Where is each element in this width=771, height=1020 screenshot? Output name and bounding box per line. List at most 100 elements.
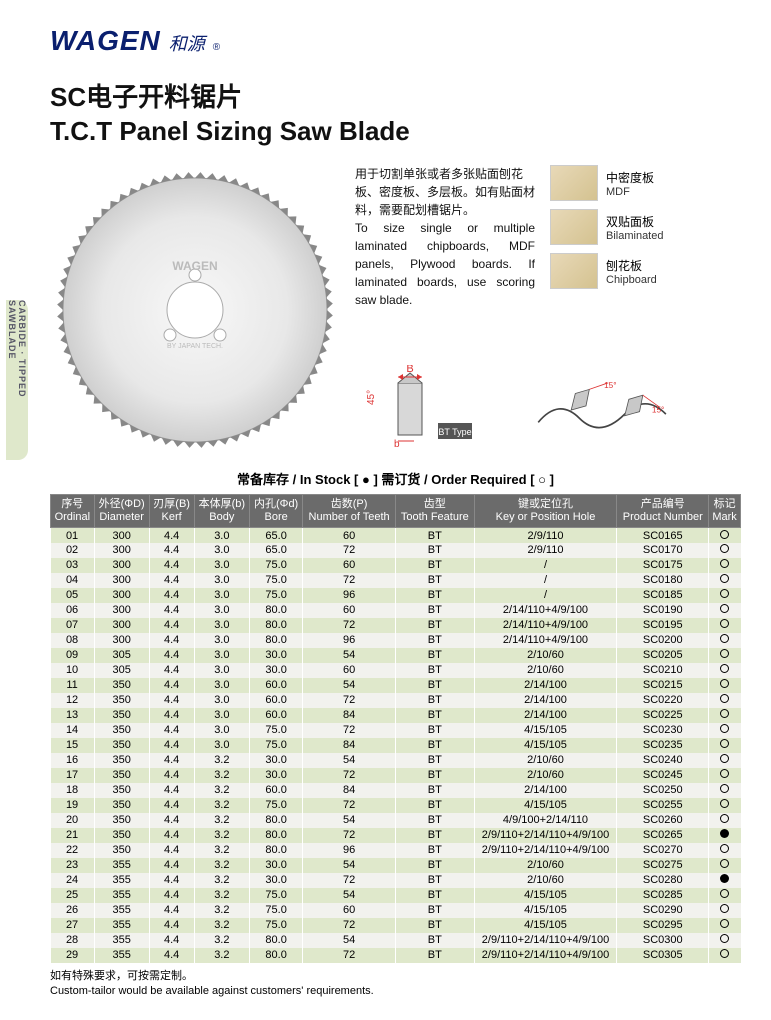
table-cell: /: [474, 573, 617, 588]
table-cell: SC0170: [617, 543, 709, 558]
cell-mark: [709, 558, 741, 573]
table-cell: 355: [94, 888, 149, 903]
table-cell: 80.0: [250, 933, 303, 948]
table-cell: 2/9/110+2/14/110+4/9/100: [474, 828, 617, 843]
table-cell: 04: [51, 573, 95, 588]
table-cell: 4/15/105: [474, 738, 617, 753]
table-cell: 300: [94, 603, 149, 618]
table-cell: 80.0: [250, 828, 303, 843]
table-cell: 2/9/110+2/14/110+4/9/100: [474, 948, 617, 963]
table-cell: BT: [396, 678, 475, 693]
table-cell: 2/10/60: [474, 663, 617, 678]
table-cell: 80.0: [250, 843, 303, 858]
table-cell: 2/14/100: [474, 678, 617, 693]
cell-mark: [709, 768, 741, 783]
table-cell: 3.0: [194, 618, 249, 633]
table-cell: SC0195: [617, 618, 709, 633]
table-cell: BT: [396, 663, 475, 678]
logo-cn: 和源: [169, 30, 205, 56]
table-cell: 72: [303, 543, 396, 558]
column-header: 刃厚(B)Kerf: [149, 495, 194, 528]
table-cell: 4.4: [149, 858, 194, 873]
table-cell: 350: [94, 723, 149, 738]
column-header: 标记Mark: [709, 495, 741, 528]
table-row: 133504.43.060.084BT2/14/100SC0225: [51, 708, 741, 723]
table-cell: 10: [51, 663, 95, 678]
table-cell: SC0215: [617, 678, 709, 693]
cell-mark: [709, 588, 741, 603]
table-cell: 3.2: [194, 888, 249, 903]
table-cell: 3.2: [194, 783, 249, 798]
column-header: 键或定位孔Key or Position Hole: [474, 495, 617, 528]
table-cell: 2/9/110: [474, 528, 617, 543]
table-cell: 4.4: [149, 888, 194, 903]
table-cell: SC0235: [617, 738, 709, 753]
table-cell: 07: [51, 618, 95, 633]
table-cell: BT: [396, 858, 475, 873]
table-row: 163504.43.230.054BT2/10/60SC0240: [51, 753, 741, 768]
table-cell: 350: [94, 843, 149, 858]
table-row: 183504.43.260.084BT2/14/100SC0250: [51, 783, 741, 798]
cell-mark: [709, 903, 741, 918]
table-cell: 60: [303, 558, 396, 573]
table-cell: 60: [303, 903, 396, 918]
table-row: 253554.43.275.054BT4/15/105SC0285: [51, 888, 741, 903]
table-cell: 3.0: [194, 723, 249, 738]
table-cell: 2/10/60: [474, 768, 617, 783]
table-cell: 75.0: [250, 738, 303, 753]
table-cell: 355: [94, 933, 149, 948]
cell-mark: [709, 678, 741, 693]
table-cell: SC0180: [617, 573, 709, 588]
table-row: 043004.43.075.072BT/SC0180: [51, 573, 741, 588]
table-cell: 4.4: [149, 723, 194, 738]
table-cell: 96: [303, 843, 396, 858]
table-cell: 3.2: [194, 753, 249, 768]
table-cell: 3.0: [194, 588, 249, 603]
cell-mark: [709, 933, 741, 948]
material-label: 刨花板 Chipboard: [606, 257, 657, 286]
table-cell: 60.0: [250, 678, 303, 693]
table-cell: 4.4: [149, 603, 194, 618]
table-cell: 3.2: [194, 933, 249, 948]
footer-cn: 如有特殊要求，可按需定制。: [50, 969, 741, 984]
table-cell: 01: [51, 528, 95, 543]
cell-mark: [709, 633, 741, 648]
svg-text:15°: 15°: [652, 405, 664, 414]
table-row: 083004.43.080.096BT2/14/110+4/9/100SC020…: [51, 633, 741, 648]
svg-text:B: B: [406, 365, 413, 375]
table-cell: SC0255: [617, 798, 709, 813]
table-cell: 11: [51, 678, 95, 693]
table-row: 173504.43.230.072BT2/10/60SC0245: [51, 768, 741, 783]
table-cell: BT: [396, 528, 475, 543]
table-cell: SC0265: [617, 828, 709, 843]
table-cell: 60: [303, 603, 396, 618]
table-cell: 350: [94, 798, 149, 813]
table-cell: 80.0: [250, 618, 303, 633]
table-cell: 4.4: [149, 588, 194, 603]
table-cell: SC0190: [617, 603, 709, 618]
table-row: 273554.43.275.072BT4/15/105SC0295: [51, 918, 741, 933]
table-cell: 54: [303, 888, 396, 903]
table-row: 243554.43.230.072BT2/10/60SC0280: [51, 873, 741, 888]
table-cell: 4.4: [149, 753, 194, 768]
table-cell: 3.0: [194, 603, 249, 618]
table-cell: 4.4: [149, 678, 194, 693]
table-cell: 54: [303, 858, 396, 873]
table-cell: 75.0: [250, 558, 303, 573]
table-cell: 84: [303, 738, 396, 753]
table-row: 153504.43.075.084BT4/15/105SC0235: [51, 738, 741, 753]
table-cell: 4.4: [149, 828, 194, 843]
table-cell: BT: [396, 633, 475, 648]
table-cell: 350: [94, 738, 149, 753]
table-cell: 4.4: [149, 708, 194, 723]
table-cell: 3.0: [194, 738, 249, 753]
column-header: 本体厚(b)Body: [194, 495, 249, 528]
table-cell: SC0260: [617, 813, 709, 828]
table-cell: 4.4: [149, 738, 194, 753]
table-cell: 2/14/110+4/9/100: [474, 633, 617, 648]
table-cell: 80.0: [250, 948, 303, 963]
table-cell: 300: [94, 633, 149, 648]
table-cell: 350: [94, 783, 149, 798]
table-cell: SC0230: [617, 723, 709, 738]
material-row: 刨花板 Chipboard: [550, 253, 730, 289]
